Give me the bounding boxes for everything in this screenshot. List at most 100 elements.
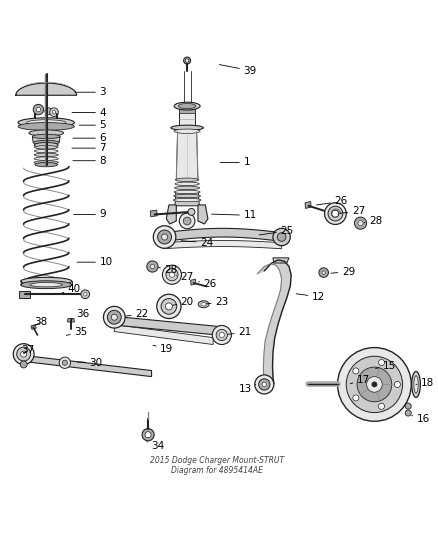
Ellipse shape — [18, 123, 74, 131]
Polygon shape — [32, 136, 60, 142]
Text: 3: 3 — [75, 87, 106, 97]
Circle shape — [273, 228, 290, 246]
Ellipse shape — [34, 142, 58, 148]
Circle shape — [394, 382, 400, 387]
Ellipse shape — [175, 186, 200, 190]
Ellipse shape — [21, 281, 72, 288]
Circle shape — [111, 314, 117, 320]
Text: 26: 26 — [317, 197, 348, 206]
Text: 29: 29 — [331, 266, 355, 277]
Polygon shape — [198, 205, 208, 224]
Ellipse shape — [35, 163, 57, 167]
Circle shape — [59, 357, 71, 368]
Text: 19: 19 — [153, 344, 173, 354]
Circle shape — [157, 294, 181, 319]
Text: 23: 23 — [206, 297, 229, 307]
Polygon shape — [166, 205, 176, 224]
Circle shape — [162, 234, 168, 240]
Ellipse shape — [198, 301, 209, 308]
Circle shape — [147, 261, 158, 272]
Polygon shape — [179, 106, 195, 112]
Polygon shape — [67, 319, 74, 322]
Text: 37: 37 — [21, 345, 35, 355]
Circle shape — [255, 375, 274, 394]
Polygon shape — [305, 201, 311, 208]
Text: 28: 28 — [158, 265, 178, 275]
Text: 30: 30 — [77, 358, 102, 368]
Circle shape — [319, 268, 328, 277]
Circle shape — [150, 264, 155, 269]
Text: 6: 6 — [73, 133, 106, 143]
Polygon shape — [31, 325, 36, 329]
Circle shape — [354, 217, 367, 229]
Circle shape — [188, 208, 195, 215]
Polygon shape — [258, 260, 291, 386]
Text: 4: 4 — [72, 108, 106, 118]
Ellipse shape — [174, 102, 200, 110]
Text: 15: 15 — [375, 361, 396, 371]
Circle shape — [328, 206, 343, 221]
Circle shape — [367, 377, 382, 392]
Circle shape — [170, 272, 175, 277]
Circle shape — [259, 379, 270, 390]
Polygon shape — [16, 83, 77, 95]
Text: 21: 21 — [228, 327, 251, 337]
Polygon shape — [176, 131, 198, 180]
Text: 22: 22 — [126, 309, 148, 319]
Text: 38: 38 — [34, 317, 48, 327]
Circle shape — [277, 233, 286, 241]
Ellipse shape — [18, 118, 74, 127]
Circle shape — [378, 403, 385, 409]
Text: 17: 17 — [350, 375, 370, 385]
Circle shape — [17, 347, 31, 361]
Ellipse shape — [174, 190, 200, 193]
Circle shape — [212, 326, 231, 344]
Text: 28: 28 — [364, 215, 382, 225]
Circle shape — [62, 360, 67, 365]
Ellipse shape — [21, 277, 72, 285]
Circle shape — [166, 269, 178, 281]
Polygon shape — [114, 317, 226, 336]
Ellipse shape — [32, 134, 60, 139]
Circle shape — [216, 329, 227, 341]
Ellipse shape — [178, 103, 196, 109]
Ellipse shape — [29, 130, 64, 136]
Circle shape — [353, 395, 359, 401]
Text: 39: 39 — [219, 64, 257, 76]
Circle shape — [33, 104, 44, 115]
Text: 25: 25 — [259, 226, 293, 236]
Ellipse shape — [175, 182, 199, 185]
Text: 40: 40 — [62, 284, 81, 294]
Polygon shape — [191, 279, 196, 285]
Circle shape — [20, 361, 27, 368]
Ellipse shape — [27, 120, 66, 125]
Ellipse shape — [201, 303, 206, 306]
Ellipse shape — [174, 129, 200, 133]
Circle shape — [185, 59, 189, 62]
Polygon shape — [114, 325, 213, 344]
Polygon shape — [273, 258, 289, 263]
Polygon shape — [163, 228, 283, 241]
Ellipse shape — [34, 161, 58, 164]
Text: 24: 24 — [181, 238, 213, 248]
Text: 34: 34 — [147, 441, 165, 451]
Polygon shape — [150, 210, 157, 216]
Circle shape — [142, 429, 154, 441]
Circle shape — [179, 213, 195, 229]
Text: 27: 27 — [176, 272, 194, 282]
Circle shape — [13, 344, 34, 365]
Circle shape — [145, 432, 151, 438]
Circle shape — [184, 57, 191, 64]
Text: 8: 8 — [73, 156, 106, 166]
Circle shape — [45, 108, 52, 115]
Ellipse shape — [35, 146, 58, 149]
Ellipse shape — [35, 149, 58, 153]
Ellipse shape — [414, 376, 418, 393]
Circle shape — [103, 306, 125, 328]
Text: 7: 7 — [72, 143, 106, 153]
Circle shape — [166, 303, 173, 310]
Polygon shape — [175, 192, 199, 206]
Ellipse shape — [174, 194, 201, 198]
Circle shape — [325, 203, 346, 224]
Circle shape — [357, 367, 392, 402]
